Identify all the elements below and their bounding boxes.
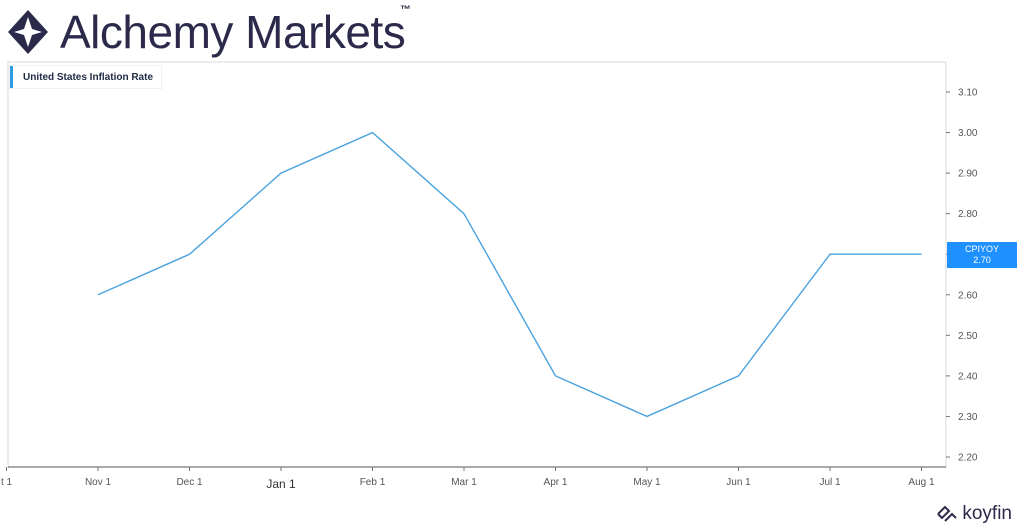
y-tick-label: 2.80 <box>958 209 978 220</box>
brand-header: Alchemy Markets <box>6 2 406 62</box>
trademark-symbol: ™ <box>400 4 411 16</box>
x-tick-label: Jan 1 <box>266 477 296 491</box>
brand-name: Alchemy Markets <box>60 6 406 58</box>
chart-frame <box>7 61 947 468</box>
y-tick-label: 2.40 <box>958 371 978 382</box>
x-axis-ticks: t 1 Nov 1 Dec 1 Jan 1 Feb 1 Mar 1 Apr 1 May 1 Ju… <box>1 467 935 491</box>
x-tick-label: Nov 1 <box>85 477 112 488</box>
y-tick-label: 3.00 <box>958 128 978 139</box>
legend: United States Inflation Rate <box>10 66 162 88</box>
y-tick-label: 2.60 <box>958 290 978 301</box>
y-tick-label: 2.30 <box>958 412 978 423</box>
x-tick-label: Feb 1 <box>360 477 386 488</box>
alchemy-logo-icon <box>8 10 48 54</box>
series-line <box>97 131 922 418</box>
badge-ticker: CPIYOY <box>964 244 999 254</box>
plot-border <box>7 61 947 468</box>
badge-value: 2.70 <box>973 255 991 265</box>
y-tick-label: 2.50 <box>958 331 978 342</box>
koyfin-logo-icon <box>937 505 958 522</box>
koyfin-watermark: koyfin <box>936 503 1012 525</box>
x-tick-label: Jun 1 <box>726 477 751 488</box>
series-line-layer <box>97 131 922 418</box>
y-tick-label: 2.20 <box>958 453 978 464</box>
y-tick-label: 2.90 <box>958 169 978 180</box>
x-tick-label: Dec 1 <box>176 477 203 488</box>
x-tick-label: May 1 <box>633 477 661 488</box>
x-tick-label: Mar 1 <box>451 477 477 488</box>
legend-label: United States Inflation Rate <box>23 71 154 83</box>
koyfin-label: koyfin <box>962 503 1012 524</box>
x-tick-label: Apr 1 <box>544 477 568 488</box>
y-axis-ticks: 2.202.302.402.502.602.702.802.903.003.10 <box>946 88 978 464</box>
y-tick-label: 3.10 <box>958 88 978 99</box>
x-tick-label: Jul 1 <box>819 477 841 488</box>
last-value-badge: CPIYOY 2.70 <box>947 242 1017 268</box>
x-tick-label: t 1 <box>1 477 13 488</box>
x-tick-label: Aug 1 <box>908 477 935 488</box>
